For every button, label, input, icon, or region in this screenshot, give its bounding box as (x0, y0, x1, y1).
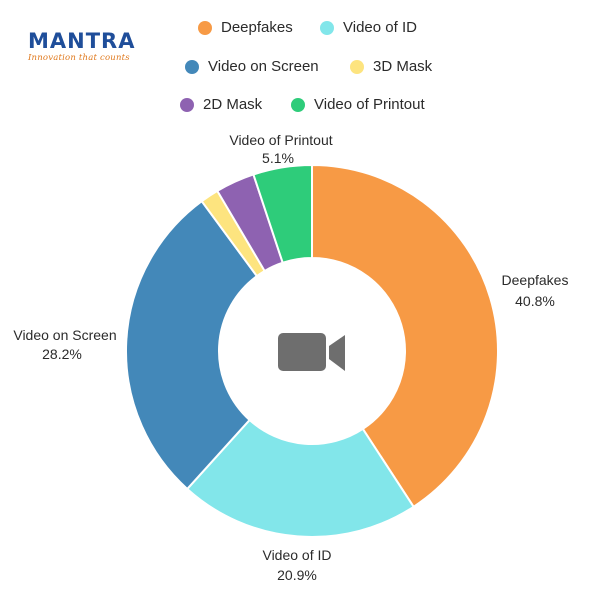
slice-value-video-on-screen: 28.2% (42, 346, 82, 362)
legend-item-video-of-printout: Video of Printout (291, 96, 425, 113)
legend-swatch (320, 20, 334, 35)
legend-swatch (180, 97, 194, 112)
legend-swatch (350, 59, 364, 74)
legend-swatch (198, 20, 212, 35)
donut-slices (125, 163, 499, 538)
slice-label-video-of-printout: Video of Printout (229, 132, 332, 148)
slice-deepfakes (311, 163, 499, 509)
slice-label-deepfakes: Deepfakes (502, 272, 569, 288)
legend-item-2d-mask: 2D Mask (180, 96, 262, 113)
slice-value-video-of-printout: 5.1% (262, 150, 294, 166)
slice-video-on-screen (125, 199, 259, 491)
legend-swatch (185, 59, 199, 74)
legend-label: Video on Screen (208, 58, 319, 75)
slice-value-video-of-id: 20.9% (277, 567, 317, 583)
legend-item-deepfakes: Deepfakes (198, 19, 293, 36)
chart-legend: Deepfakes Video of ID Video on Screen 3D… (0, 0, 600, 120)
legend-label: Video of Printout (314, 96, 425, 113)
legend-swatch (291, 97, 305, 112)
legend-item-3d-mask: 3D Mask (350, 58, 432, 75)
legend-label: 2D Mask (203, 96, 263, 113)
video-camera-icon (278, 333, 345, 371)
slice-value-deepfakes: 40.8% (515, 293, 555, 309)
legend-item-video-of-id: Video of ID (320, 19, 417, 36)
logo-tagline: Innovation that counts (28, 53, 130, 63)
legend-label: Video of ID (343, 19, 417, 36)
slice-video-of-printout (252, 163, 313, 264)
mantra-logo: MANTRA Innovation that counts (28, 30, 135, 63)
slice-video-of-id (185, 418, 416, 538)
slice-label-video-on-screen: Video on Screen (13, 327, 116, 343)
logo-wordmark: MANTRA (28, 29, 136, 53)
legend-label: Deepfakes (221, 19, 293, 36)
legend-label: 3D Mask (373, 58, 433, 75)
legend-item-video-on-screen: Video on Screen (185, 58, 319, 75)
slice-label-video-of-id: Video of ID (262, 547, 331, 563)
